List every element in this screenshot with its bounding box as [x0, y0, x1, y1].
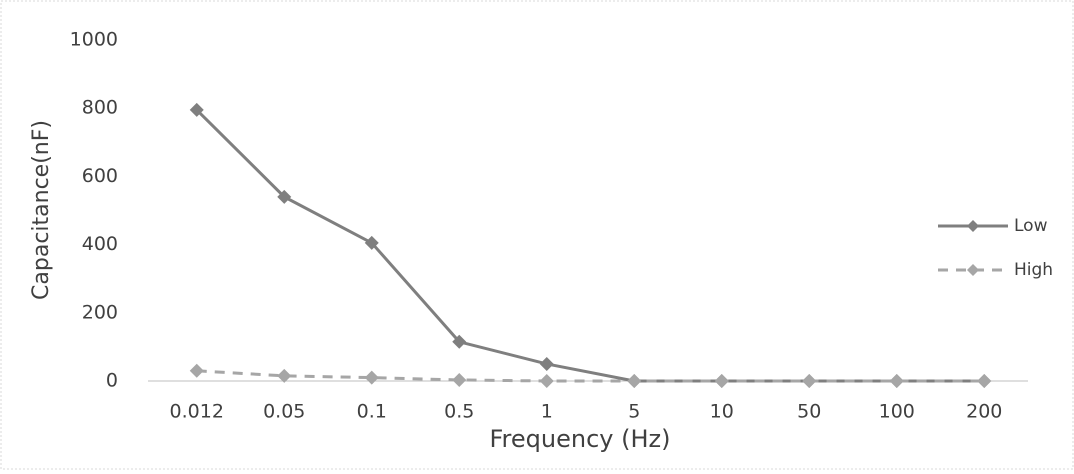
y-tick-label: 1000: [70, 29, 118, 51]
legend-marker: [967, 220, 979, 232]
x-tick-label: 100: [879, 401, 915, 423]
legend-marker: [967, 264, 979, 276]
point-marker: [189, 363, 204, 378]
x-tick-label: 5: [628, 401, 640, 423]
y-tick-label: 400: [82, 233, 118, 255]
y-tick-label: 600: [82, 165, 118, 187]
x-tick-label: 200: [966, 401, 1002, 423]
point-marker: [977, 374, 992, 388]
legend-label: Low: [1014, 216, 1048, 236]
point-marker: [452, 372, 467, 387]
point-marker: [277, 368, 292, 383]
legend-label: High: [1014, 260, 1053, 280]
series-line: [196, 369, 985, 383]
point-marker: [452, 334, 467, 349]
point-marker: [802, 374, 817, 388]
point-marker: [539, 356, 554, 371]
x-axis-title: Frequency (Hz): [490, 425, 671, 453]
x-tick-label: 0.05: [263, 401, 305, 423]
x-tick-label: 0.5: [444, 401, 474, 423]
y-tick-label: 200: [82, 301, 118, 323]
point-marker: [364, 370, 379, 385]
point-marker: [277, 189, 292, 204]
x-tick-label: 0.012: [170, 401, 224, 423]
y-tick-label: 0: [106, 370, 118, 392]
point-marker: [627, 374, 642, 388]
x-tick-label: 0.1: [357, 401, 387, 423]
point-marker: [364, 235, 379, 250]
y-tick-label: 800: [82, 97, 118, 119]
point-marker: [889, 374, 904, 388]
point-marker: [539, 374, 554, 388]
x-tick-label: 50: [797, 401, 821, 423]
point-marker: [189, 102, 204, 117]
point-marker: [714, 374, 729, 388]
y-axis-title: Capacitance(nF): [29, 120, 54, 300]
x-tick-label: 10: [710, 401, 734, 423]
x-tick-label: 1: [541, 401, 553, 423]
